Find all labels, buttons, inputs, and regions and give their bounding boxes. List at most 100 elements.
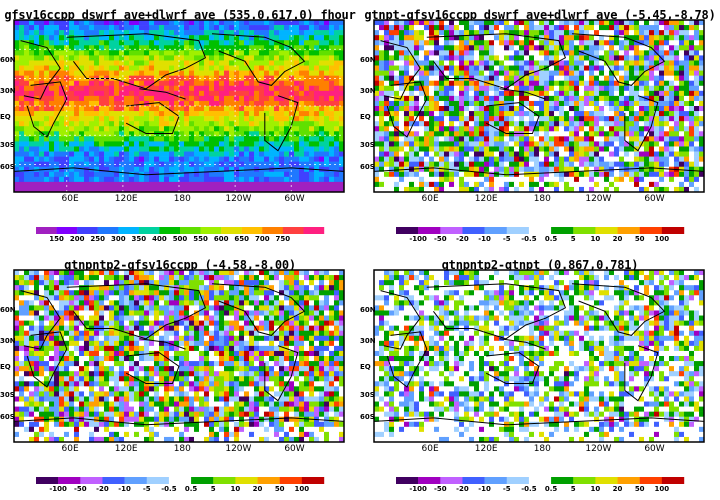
map-panel: gtnpt-gfsv16ccpp dswrf_ave+dlwrf_ave (-5… <box>360 0 720 250</box>
x-tick-label: 120W <box>225 444 252 454</box>
colorbar-label: -20 <box>456 235 469 243</box>
colorbar-swatch <box>301 477 325 484</box>
y-tick-label: 60S <box>360 162 375 171</box>
colorbar-swatch <box>138 227 160 234</box>
colorbar-label: -0.5 <box>161 485 177 493</box>
colorbar-swatch <box>262 227 284 234</box>
colorbar-swatch <box>118 227 140 234</box>
colorbar-label: 5 <box>570 235 576 243</box>
colorbar-swatch <box>191 477 214 484</box>
colorbar-label: -5 <box>502 485 511 493</box>
y-tick-label: 60N <box>0 56 16 65</box>
colorbar-swatch <box>241 227 263 234</box>
colorbar-label: 350 <box>131 235 147 243</box>
colorbar-label: -0.5 <box>521 235 537 243</box>
colorbar-label: 50 <box>274 485 285 493</box>
colorbar-label: -0.5 <box>521 485 537 493</box>
heatmap-cells <box>14 20 345 193</box>
colorbar-swatch <box>102 477 125 484</box>
colorbar-label: 50 <box>634 485 645 493</box>
colorbar-swatch <box>661 477 685 484</box>
y-tick-label: 30N <box>360 87 376 96</box>
y-tick-label: 30N <box>0 337 16 346</box>
colorbar-label: 100 <box>654 485 670 493</box>
y-tick-label: 30S <box>360 390 375 399</box>
map-plot <box>13 19 345 193</box>
colorbar-swatch <box>257 477 280 484</box>
colorbar-swatch <box>551 477 574 484</box>
grid-lines <box>14 20 344 192</box>
colorbar-swatch <box>528 477 552 484</box>
colorbar-label: -10 <box>118 485 131 493</box>
map-panel: gtnpntp2-gfsv16ccpp (-4.58,-8.00) 60N 30N E… <box>0 250 360 500</box>
colorbar-swatch <box>440 477 463 484</box>
panel-title: gfsv16ccpp dswrf_ave+dlwrf_ave (535.0,61… <box>4 8 356 22</box>
colorbar-label: 5 <box>570 485 576 493</box>
colorbar-label: -5 <box>502 235 511 243</box>
colorbar-label: 250 <box>90 235 106 243</box>
colorbar-label: 300 <box>110 235 126 243</box>
heatmap-cells <box>374 20 705 193</box>
colorbar-swatch <box>573 227 596 234</box>
colorbar <box>36 227 325 234</box>
x-tick-label: 60E <box>421 444 439 454</box>
colorbar-swatch <box>573 477 596 484</box>
colorbar-label: 550 <box>193 235 208 243</box>
colorbar-swatch <box>595 227 618 234</box>
colorbar <box>396 227 685 234</box>
colorbar-swatch <box>56 227 78 234</box>
panel-title: gtnpntp2-gtnpt (0.867,0.781) <box>441 258 639 272</box>
colorbar-swatch <box>282 227 304 234</box>
y-tick-label: 60S <box>0 162 15 171</box>
y-tick-label: 30S <box>360 140 375 149</box>
colorbar-label: 500 <box>172 235 188 243</box>
colorbar-swatch <box>303 227 325 234</box>
map-frame <box>13 19 345 193</box>
heatmap-cells <box>14 270 345 443</box>
colorbar-swatch <box>551 227 574 234</box>
colorbar-label: -10 <box>478 485 491 493</box>
coastlines <box>13 283 345 426</box>
colorbar-label: 50 <box>634 235 645 243</box>
colorbar-label: -20 <box>456 485 469 493</box>
colorbar-swatch <box>159 227 181 234</box>
colorbar-swatch <box>396 227 419 234</box>
colorbar-swatch <box>462 227 485 234</box>
y-tick-label: 60S <box>0 412 15 421</box>
colorbar-label: 0.5 <box>544 485 558 493</box>
colorbar-label: 20 <box>252 485 263 493</box>
map-panel: gtnpntp2-gtnpt (0.867,0.781) 60N 30N EQ 30S 6… <box>360 250 720 500</box>
map-frame <box>373 269 705 443</box>
colorbar-label: -50 <box>433 485 447 493</box>
colorbar-swatch <box>440 227 463 234</box>
colorbar-label: 5 <box>210 485 216 493</box>
colorbar-label: 20 <box>612 485 623 493</box>
map-plot <box>373 269 705 443</box>
colorbar-swatch <box>639 477 663 484</box>
x-tick-label: 180 <box>173 444 191 454</box>
colorbar-label: 0.5 <box>184 485 198 493</box>
colorbar-label: 750 <box>275 235 291 243</box>
colorbar-swatch <box>97 227 119 234</box>
x-tick-label: 60E <box>421 194 439 204</box>
colorbar-swatch <box>36 477 59 484</box>
colorbar-swatch <box>639 227 663 234</box>
x-tick-label: 60W <box>644 194 665 204</box>
colorbar-label: -100 <box>409 235 427 243</box>
y-tick-label: 30S <box>0 390 15 399</box>
colorbar-label: -50 <box>73 485 87 493</box>
colorbar-swatch <box>200 227 222 234</box>
x-tick-label: 180 <box>533 444 551 454</box>
colorbar-label: -20 <box>96 485 109 493</box>
y-tick-label: EQ <box>0 113 11 122</box>
x-tick-label: 60W <box>644 444 665 454</box>
heatmap-cells <box>374 270 705 443</box>
x-tick-label: 180 <box>533 194 551 204</box>
colorbar-swatch <box>146 477 170 484</box>
colorbar-label: -100 <box>49 485 67 493</box>
y-tick-label: EQ <box>0 363 11 372</box>
panel-title: gtnpt-gfsv16ccpp dswrf_ave+dlwrf_ave (-5… <box>364 8 716 22</box>
map-frame <box>373 19 705 193</box>
colorbar-swatch <box>617 227 640 234</box>
colorbar-label: 100 <box>294 485 310 493</box>
